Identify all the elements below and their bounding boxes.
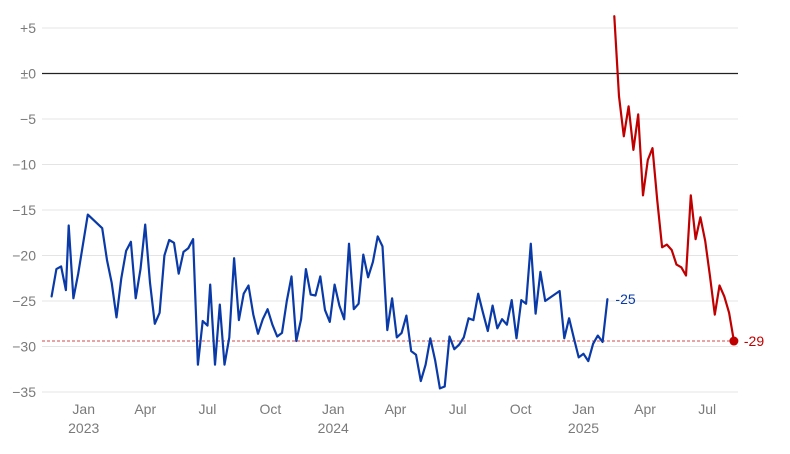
x-tick-label: Oct [259,401,281,417]
x-tick-label: Jan [572,401,595,417]
x-axis-ticks: Jan 2023 Apr Jul Oct Jan 2024 Apr Jul Oct Jan 2025 A… [68,401,716,436]
x-tick-label: Jan [72,401,95,417]
y-tick-label: +5 [20,20,36,36]
y-tick-label: −30 [12,339,36,355]
grid-lines [42,27,738,393]
y-tick-label: −20 [12,248,36,264]
y-tick-label: −25 [12,293,36,309]
y-axis-ticks: +5 ±0 −5 −10 −15 −20 −25 −30 −35 [12,20,36,400]
x-tick-label: Apr [634,401,656,417]
series-line-1 [50,213,609,390]
x-tick-label: Apr [134,401,156,417]
end-labels: -25 -29 [615,291,764,349]
x-tick-year: 2025 [568,420,599,436]
x-tick-label: Jan [322,401,345,417]
series-end-label: -29 [744,333,764,349]
x-tick-year: 2024 [318,420,349,436]
y-tick-label: ±0 [21,66,37,82]
x-tick-label: Apr [385,401,407,417]
x-tick-label: Jul [449,401,467,417]
y-tick-label: −15 [12,202,36,218]
y-tick-label: −35 [12,384,36,400]
series-line-2 [613,15,736,343]
x-tick-label: Jul [698,401,716,417]
series-end-point [729,336,739,346]
x-tick-year: 2023 [68,420,99,436]
y-tick-label: −10 [12,157,36,173]
x-tick-label: Oct [510,401,532,417]
x-tick-label: Jul [199,401,217,417]
y-tick-label: −5 [20,111,36,127]
series-lines [50,15,739,390]
series-end-label: -25 [615,291,635,307]
